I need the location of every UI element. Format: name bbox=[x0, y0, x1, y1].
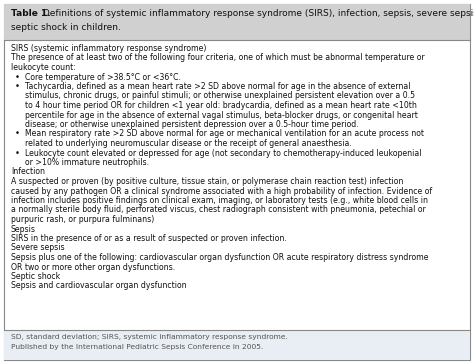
Text: A suspected or proven (by positive culture, tissue stain, or polymerase chain re: A suspected or proven (by positive cultu… bbox=[11, 177, 403, 186]
Text: infection includes positive findings on clinical exam, imaging, or laboratory te: infection includes positive findings on … bbox=[11, 196, 428, 205]
Text: •: • bbox=[15, 72, 20, 82]
Text: SIRS (systemic inflammatory response syndrome): SIRS (systemic inflammatory response syn… bbox=[11, 44, 206, 53]
Bar bbox=[4, 330, 470, 360]
Text: Table 1.: Table 1. bbox=[11, 9, 51, 18]
Text: Sepsis plus one of the following: cardiovascular organ dysfunction OR acute resp: Sepsis plus one of the following: cardio… bbox=[11, 253, 428, 262]
Text: percentile for age in the absence of external vagal stimulus, beta-blocker drugs: percentile for age in the absence of ext… bbox=[25, 111, 418, 119]
Text: Severe sepsis: Severe sepsis bbox=[11, 244, 64, 253]
Text: a normally sterile body fluid, perforated viscus, chest radiograph consistent wi: a normally sterile body fluid, perforate… bbox=[11, 206, 426, 214]
Text: or >10% immature neutrophils.: or >10% immature neutrophils. bbox=[25, 158, 149, 167]
Text: Septic shock: Septic shock bbox=[11, 272, 60, 281]
Text: Tachycardia, defined as a mean heart rate >2 SD above normal for age in the abse: Tachycardia, defined as a mean heart rat… bbox=[25, 82, 410, 91]
Text: Leukocyte count elevated or depressed for age (not secondary to chemotherapy-ind: Leukocyte count elevated or depressed fo… bbox=[25, 149, 421, 158]
Text: •: • bbox=[15, 149, 20, 158]
Text: disease; or otherwise unexplained persistent depression over a 0.5-hour time per: disease; or otherwise unexplained persis… bbox=[25, 120, 359, 129]
Text: stimulus, chronic drugs, or painful stimuli; or otherwise unexplained persistent: stimulus, chronic drugs, or painful stim… bbox=[25, 91, 415, 100]
Text: caused by any pathogen OR a clinical syndrome associated with a high probability: caused by any pathogen OR a clinical syn… bbox=[11, 186, 432, 195]
Text: •: • bbox=[15, 82, 20, 91]
Text: OR two or more other organ dysfunctions.: OR two or more other organ dysfunctions. bbox=[11, 262, 175, 272]
Text: Infection: Infection bbox=[11, 167, 45, 177]
Text: The presence of at least two of the following four criteria, one of which must b: The presence of at least two of the foll… bbox=[11, 54, 425, 63]
Text: related to underlying neuromuscular disease or the receipt of general anaesthesi: related to underlying neuromuscular dise… bbox=[25, 139, 352, 148]
Text: leukocyte count:: leukocyte count: bbox=[11, 63, 76, 72]
Text: •: • bbox=[15, 130, 20, 138]
Text: Mean respiratory rate >2 SD above normal for age or mechanical ventilation for a: Mean respiratory rate >2 SD above normal… bbox=[25, 130, 424, 138]
Text: Definitions of systemic inflammatory response syndrome (SIRS), infection, sepsis: Definitions of systemic inflammatory res… bbox=[40, 9, 474, 18]
Text: purpuric rash, or purpura fulminans): purpuric rash, or purpura fulminans) bbox=[11, 215, 154, 224]
Text: septic shock in children.: septic shock in children. bbox=[11, 23, 121, 32]
Text: to 4 hour time period OR for children <1 year old: bradycardia, defined as a mea: to 4 hour time period OR for children <1… bbox=[25, 101, 417, 110]
Text: Core temperature of >38.5°C or <36°C.: Core temperature of >38.5°C or <36°C. bbox=[25, 72, 181, 82]
Text: Sepsis and cardiovascular organ dysfunction: Sepsis and cardiovascular organ dysfunct… bbox=[11, 281, 187, 290]
Text: Sepsis: Sepsis bbox=[11, 225, 36, 233]
Text: SD, standard deviation; SIRS, systemic inflammatory response syndrome.: SD, standard deviation; SIRS, systemic i… bbox=[11, 334, 288, 340]
Bar bbox=[4, 4, 470, 40]
Text: SIRS in the presence of or as a result of suspected or proven infection.: SIRS in the presence of or as a result o… bbox=[11, 234, 287, 243]
Text: Published by the International Pediatric Sepsis Conference in 2005.: Published by the International Pediatric… bbox=[11, 344, 263, 349]
